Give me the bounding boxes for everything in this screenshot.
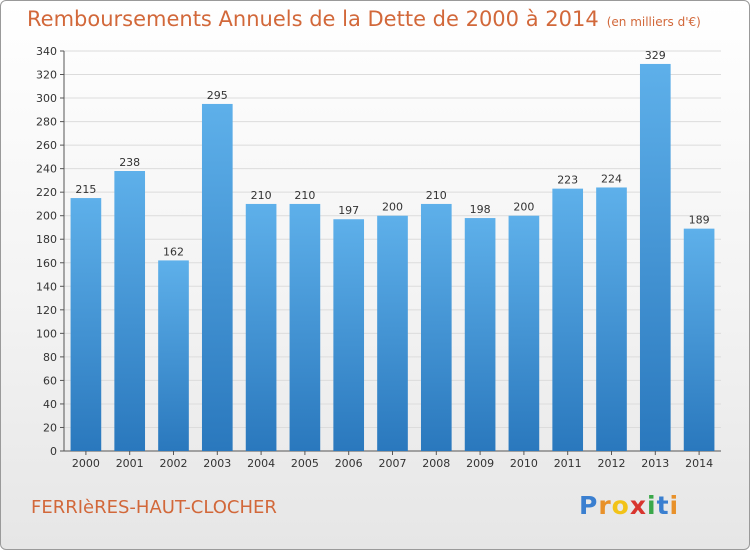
x-tick-label-2000: 2000 — [72, 457, 100, 470]
bar-2002 — [158, 260, 189, 451]
bar-2012 — [596, 187, 627, 451]
data-label-2004: 210 — [251, 189, 272, 202]
data-label-2014: 189 — [689, 214, 710, 227]
logo-letter: P — [579, 491, 599, 520]
data-label-2000: 215 — [75, 183, 96, 196]
bar-2014 — [683, 228, 715, 451]
y-tick-label: 220 — [36, 186, 57, 199]
data-label-2009: 198 — [470, 203, 491, 216]
data-label-2002: 162 — [163, 245, 184, 258]
x-tick-label-2007: 2007 — [379, 457, 407, 470]
data-label-2013: 329 — [645, 49, 666, 62]
x-tick-label-2008: 2008 — [422, 457, 450, 470]
y-tick-label: 300 — [36, 92, 57, 105]
y-tick-label: 340 — [36, 45, 57, 58]
x-tick-label-2003: 2003 — [203, 457, 231, 470]
y-tick-label: 240 — [36, 163, 57, 176]
logo-letter: i — [647, 491, 657, 520]
data-label-2005: 210 — [294, 189, 315, 202]
logo-letter: r — [598, 491, 612, 520]
y-tick-label: 320 — [36, 69, 57, 82]
x-tick-label-2010: 2010 — [510, 457, 538, 470]
y-tick-label: 0 — [50, 445, 57, 458]
data-label-2008: 210 — [426, 189, 447, 202]
bar-2006 — [333, 219, 365, 451]
commune-name: FERRIèRES-HAUT-CLOCHER — [31, 497, 277, 518]
x-tick-label-2012: 2012 — [598, 457, 626, 470]
data-label-2001: 238 — [119, 156, 140, 169]
bar-2009 — [464, 218, 496, 451]
proxiti-logo: Proxiti — [579, 491, 679, 520]
x-tick-label-2006: 2006 — [335, 457, 363, 470]
data-label-2010: 200 — [513, 201, 534, 214]
logo-letter: t — [656, 491, 670, 520]
logo-letter: x — [629, 491, 647, 520]
bar-2001 — [114, 171, 146, 451]
bar-2003 — [201, 103, 233, 452]
y-tick-label: 40 — [43, 398, 57, 411]
y-tick-label: 280 — [36, 116, 57, 129]
bar-2004 — [245, 203, 277, 451]
data-label-2006: 197 — [338, 204, 359, 217]
bar-2013 — [639, 63, 671, 452]
chart-unit-note: (en milliers d'€) — [606, 15, 701, 29]
data-label-2003: 295 — [207, 89, 228, 102]
bar-2010 — [508, 215, 540, 451]
bar-2000 — [70, 198, 102, 451]
data-label-2011: 223 — [557, 174, 578, 187]
x-tick-label-2005: 2005 — [291, 457, 319, 470]
y-tick-label: 180 — [36, 233, 57, 246]
logo-letter: i — [669, 491, 680, 520]
bar-2008 — [420, 203, 452, 451]
bar-2007 — [377, 215, 408, 451]
logo-letter: o — [611, 491, 630, 520]
y-tick-label: 140 — [36, 280, 57, 293]
x-tick-label-2013: 2013 — [641, 457, 669, 470]
y-tick-label: 80 — [43, 351, 57, 364]
y-tick-label: 260 — [36, 139, 57, 152]
x-tick-label-2002: 2002 — [160, 457, 188, 470]
y-tick-label: 20 — [43, 421, 57, 434]
x-tick-label-2009: 2009 — [466, 457, 494, 470]
y-tick-label: 200 — [36, 210, 57, 223]
y-tick-label: 160 — [36, 257, 57, 270]
data-label-2007: 200 — [382, 201, 403, 214]
bar-2011 — [552, 188, 584, 451]
bar-2005 — [289, 203, 321, 451]
x-tick-label-2014: 2014 — [685, 457, 713, 470]
data-label-2012: 224 — [601, 172, 622, 185]
y-tick-label: 120 — [36, 304, 57, 317]
x-tick-label-2011: 2011 — [554, 457, 582, 470]
x-tick-label-2004: 2004 — [247, 457, 275, 470]
chart-title-main: Remboursements Annuels de la Dette de 20… — [27, 7, 599, 31]
y-tick-label: 100 — [36, 327, 57, 340]
y-tick-label: 60 — [43, 374, 57, 387]
x-tick-label-2001: 2001 — [116, 457, 144, 470]
chart-title: Remboursements Annuels de la Dette de 20… — [27, 7, 701, 31]
